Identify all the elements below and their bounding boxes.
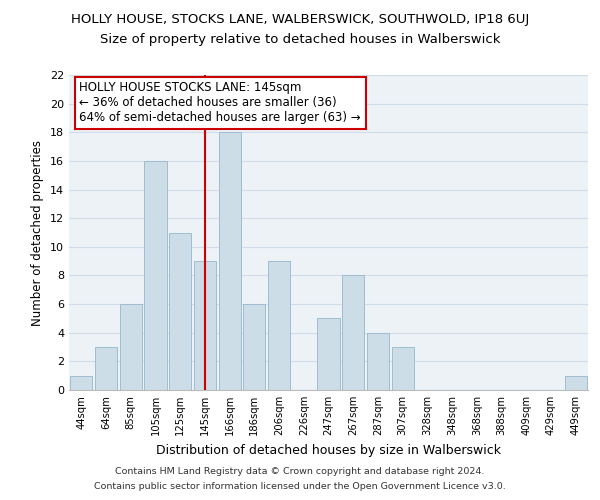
Bar	[317, 318, 340, 390]
Bar	[243, 304, 265, 390]
Text: HOLLY HOUSE, STOCKS LANE, WALBERSWICK, SOUTHWOLD, IP18 6UJ: HOLLY HOUSE, STOCKS LANE, WALBERSWICK, S…	[71, 12, 529, 26]
Bar	[342, 276, 364, 390]
Text: Size of property relative to detached houses in Walberswick: Size of property relative to detached ho…	[100, 32, 500, 46]
Bar	[194, 261, 216, 390]
Text: Contains HM Land Registry data © Crown copyright and database right 2024.: Contains HM Land Registry data © Crown c…	[115, 467, 485, 476]
Y-axis label: Number of detached properties: Number of detached properties	[31, 140, 44, 326]
Bar	[565, 376, 587, 390]
Bar	[145, 161, 167, 390]
Bar	[95, 347, 117, 390]
Bar	[70, 376, 92, 390]
Bar	[169, 232, 191, 390]
Text: HOLLY HOUSE STOCKS LANE: 145sqm
← 36% of detached houses are smaller (36)
64% of: HOLLY HOUSE STOCKS LANE: 145sqm ← 36% of…	[79, 82, 361, 124]
Bar	[268, 261, 290, 390]
Text: Contains public sector information licensed under the Open Government Licence v3: Contains public sector information licen…	[94, 482, 506, 491]
Bar	[218, 132, 241, 390]
X-axis label: Distribution of detached houses by size in Walberswick: Distribution of detached houses by size …	[156, 444, 501, 456]
Bar	[367, 332, 389, 390]
Bar	[119, 304, 142, 390]
Bar	[392, 347, 414, 390]
